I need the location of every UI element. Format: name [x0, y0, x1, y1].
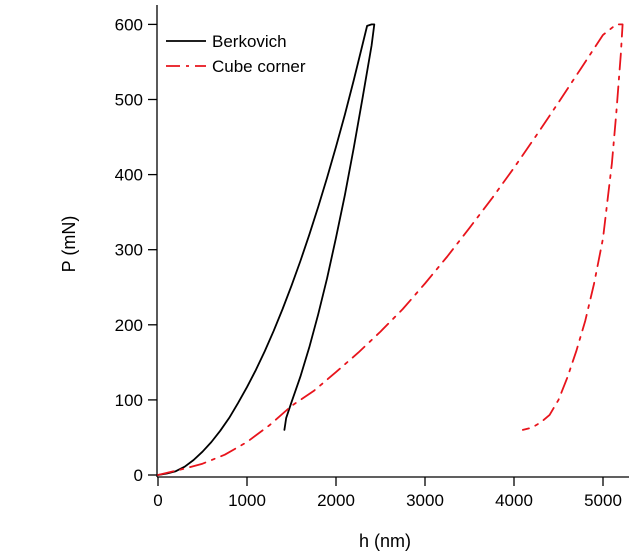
y-tick-label: 0	[134, 466, 143, 485]
legend-label: Cube corner	[212, 57, 306, 76]
y-tick-label: 500	[115, 91, 143, 110]
legend: Berkovich Cube corner	[166, 32, 306, 76]
x-tick-label: 2000	[317, 491, 355, 510]
series-layer	[157, 23, 624, 476]
x-tick-label: 4000	[495, 491, 533, 510]
legend-label: Berkovich	[212, 32, 287, 51]
y-axis-title: P (mN)	[59, 216, 79, 273]
x-tick-label: 0	[153, 491, 162, 510]
x-axis-title: h (nm)	[359, 531, 411, 551]
y-tick-label: 200	[115, 316, 143, 335]
y-axis: 0 100 200 300 400 500 600	[115, 15, 157, 485]
x-tick-label: 1000	[228, 491, 266, 510]
y-tick-label: 600	[115, 15, 143, 34]
x-axis: 0 1000 2000 3000 4000 5000	[153, 477, 622, 510]
y-tick-label: 400	[115, 166, 143, 185]
x-tick-label: 5000	[584, 491, 622, 510]
plot-frame	[156, 5, 629, 478]
y-tick-label: 300	[115, 241, 143, 260]
series-line-berkovich	[157, 23, 376, 476]
y-tick-label: 100	[115, 391, 143, 410]
series-line-cube-corner	[157, 23, 624, 476]
x-tick-label: 3000	[406, 491, 444, 510]
